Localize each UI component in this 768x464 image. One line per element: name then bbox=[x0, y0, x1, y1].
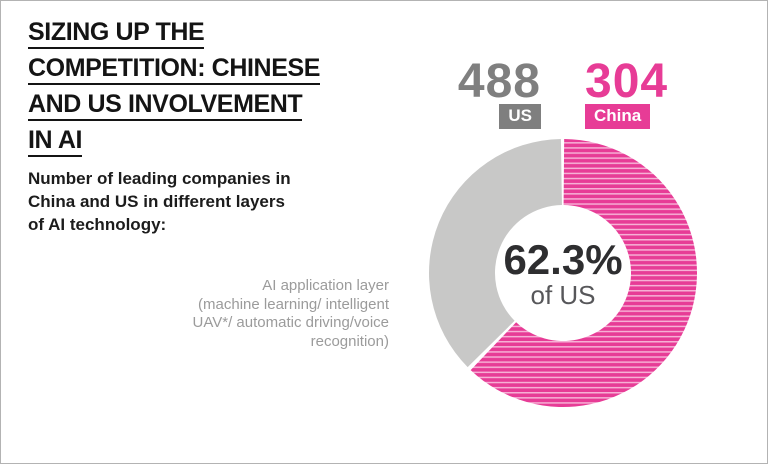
china-value: 304 bbox=[585, 55, 669, 108]
title-text-1: SIZING UP THE bbox=[28, 20, 205, 49]
donut-slice-china bbox=[470, 139, 698, 408]
title-line-3: AND US INVOLVEMENT bbox=[28, 89, 368, 121]
title-line-2: COMPETITION: CHINESE bbox=[28, 53, 368, 85]
us-value: 488 bbox=[457, 55, 541, 108]
title-text-3: AND US INVOLVEMENT bbox=[28, 92, 303, 121]
title-line-4: IN AI bbox=[28, 125, 368, 157]
title-text-2: COMPETITION: CHINESE bbox=[28, 56, 320, 85]
left-column: SIZING UP THE COMPETITION: CHINESE AND U… bbox=[28, 17, 368, 236]
china-label-badge: China bbox=[585, 104, 651, 129]
donut-chart bbox=[429, 139, 698, 408]
title-line-1: SIZING UP THE bbox=[28, 17, 368, 49]
page-title: SIZING UP THE COMPETITION: CHINESE AND U… bbox=[28, 17, 368, 157]
chart-subtitle: Number of leading companies in China and… bbox=[28, 169, 291, 234]
legend-china: 304 China bbox=[585, 55, 669, 129]
slice-annotation: AI application layer (machine learning/ … bbox=[192, 277, 389, 350]
title-text-4: IN AI bbox=[28, 128, 82, 157]
donut-slice-us bbox=[429, 139, 562, 368]
us-label-badge: US bbox=[499, 104, 541, 129]
legend-us: 488 US bbox=[457, 55, 541, 129]
